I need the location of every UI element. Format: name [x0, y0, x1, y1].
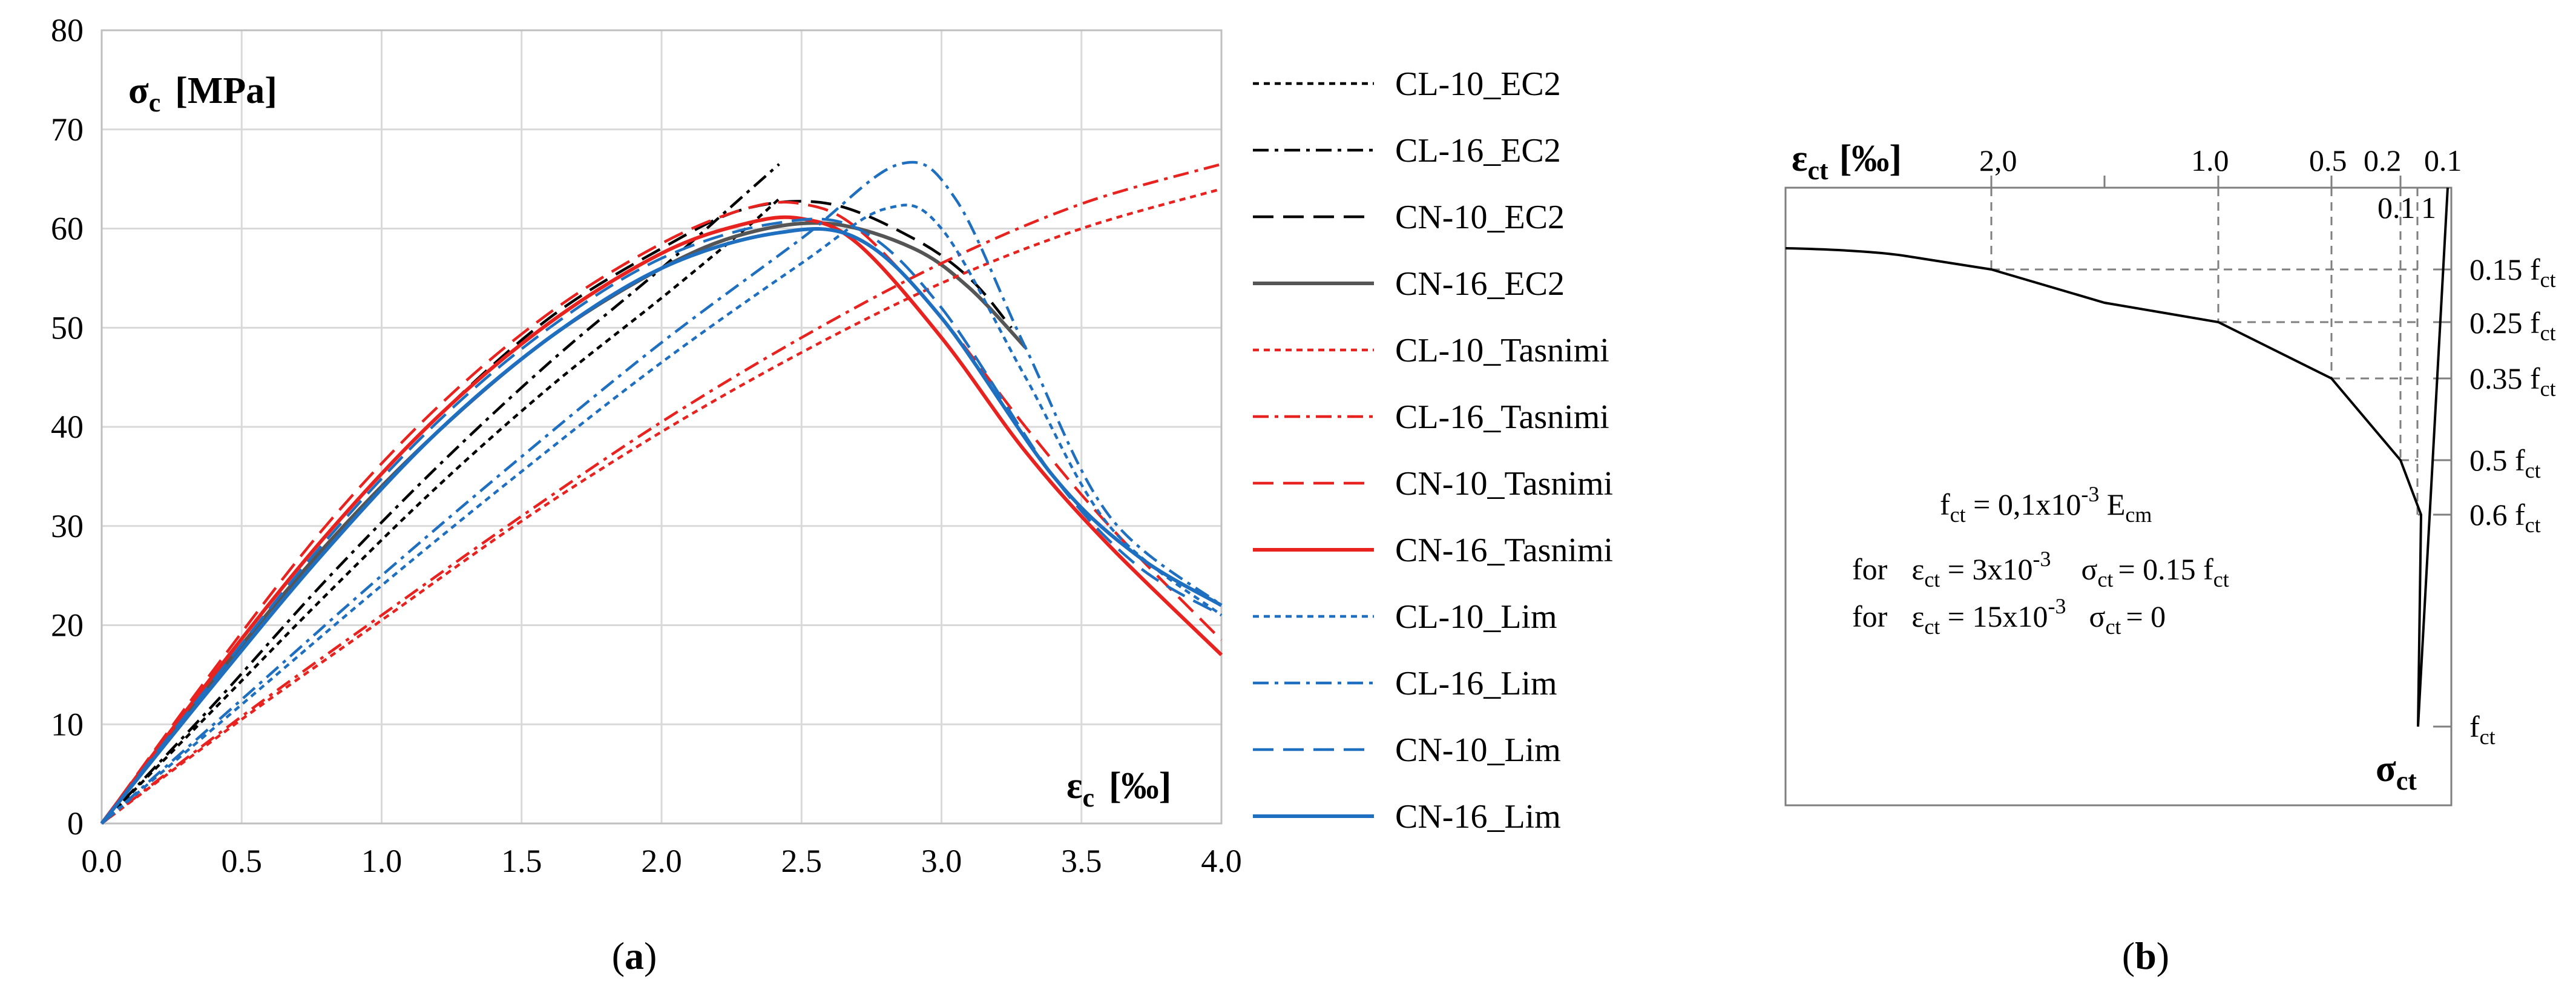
- y-tick-labels: 0 10 20 30 40 50 60 70 80: [51, 12, 84, 842]
- b-inner-tick-extra-1: 1: [2421, 191, 2436, 225]
- series-line-cn-16-tasnimi: [100, 215, 1223, 825]
- series-line-cl-10-tasnimi: [100, 187, 1222, 825]
- panel-b-diagram: εct [‰] 2,0 1.0 0.5 0.2 0.1 0.1 1 0.15 fc…: [1784, 138, 2556, 977]
- x-axis-title: εc [‰]: [1066, 765, 1171, 813]
- legend-label: CL-10_Tasnimi: [1395, 332, 1609, 369]
- b-y-axis-title: σct: [2376, 748, 2417, 796]
- grid: [100, 29, 1223, 825]
- x-tick-label: 3.0: [921, 843, 962, 879]
- series-line-cl-16-lim: [100, 160, 1223, 825]
- series-line-cn-10-lim: [100, 217, 1223, 825]
- legend-label: CN-16_Lim: [1395, 798, 1561, 836]
- b-top-tick-labels: 2,0 1.0 0.5 0.2 0.1 0.1 1: [1979, 144, 2462, 225]
- panel-a-chart: 0.0 0.5 1.0 1.5 2.0 2.5 3.0 3.5 4.0 0 10 20 30 40 50 6…: [51, 12, 1613, 977]
- x-tick-label: 2.5: [781, 843, 823, 879]
- plot-frame: [100, 29, 1223, 825]
- b-right-tick-labels: 0.15 fct 0.25 fct 0.35 fct 0.5 fct 0.6 f…: [2469, 252, 2556, 749]
- legend-label: CN-10_Lim: [1395, 731, 1561, 769]
- b-right-tick-015: 0.15 fct: [2469, 252, 2556, 292]
- series-line-cn-10-ec2: [100, 200, 1013, 825]
- x-tick-labels: 0.0 0.5 1.0 1.5 2.0 2.5 3.0 3.5 4.0: [81, 843, 1242, 879]
- series-line-cl-10-ec2: [100, 197, 780, 825]
- b-inner-tick-0-1: 0.1: [2377, 191, 2416, 225]
- b-right-tick-025: 0.25 fct: [2469, 306, 2556, 345]
- b-top-tick-0-5: 0.5: [2309, 144, 2347, 177]
- legend-label: CL-16_EC2: [1395, 132, 1561, 170]
- tension-softening-curve: [1785, 187, 2449, 727]
- y-tick-label: 30: [51, 508, 84, 544]
- legend-label: CL-16_Tasnimi: [1395, 398, 1609, 436]
- guide-lines: [1990, 188, 2421, 516]
- x-tick-label: 1.0: [361, 843, 402, 879]
- b-top-tick-0-2: 0.2: [2364, 144, 2402, 177]
- b-right-tick-05: 0.5 fct: [2469, 443, 2541, 483]
- b-annotations: fct = 0,1x10-3 Ecm for εct = 3x10-3 σct = 0…: [1852, 482, 2229, 639]
- y-tick-label: 0: [67, 805, 84, 842]
- x-tick-label: 0.5: [222, 843, 263, 879]
- b-right-tick-fct: fct: [2469, 710, 2496, 749]
- series-line-cl-16-ec2: [100, 163, 780, 825]
- legend-label: CL-16_Lim: [1395, 665, 1557, 702]
- x-tick-label: 2.0: [641, 843, 682, 879]
- y-tick-label: 20: [51, 607, 84, 644]
- y-axis-title: σc [MPa]: [128, 70, 277, 117]
- b-top-tick-0-1: 0.1: [2424, 144, 2462, 177]
- top-tick-marks: [1990, 176, 2402, 188]
- legend: CL-10_EC2 CL-16_EC2 CN-10_EC2 CN-16_EC2 CL-1…: [1253, 65, 1613, 836]
- b-top-tick-2-0: 2,0: [1979, 144, 2017, 177]
- series-lines: [100, 160, 1223, 825]
- legend-label: CL-10_Lim: [1395, 598, 1557, 636]
- b-x-axis-title: εct [‰]: [1792, 138, 1902, 185]
- panel-b-label: (b): [2122, 934, 2169, 977]
- legend-label: CN-16_Tasnimi: [1395, 532, 1613, 569]
- annotation-fct-definition: fct = 0,1x10-3 Ecm: [1940, 482, 2152, 527]
- b-right-tick-06: 0.6 fct: [2469, 498, 2541, 537]
- x-tick-label: 3.5: [1061, 843, 1102, 879]
- series-line-cl-16-tasnimi: [100, 162, 1222, 825]
- legend-label: CN-16_EC2: [1395, 265, 1565, 303]
- legend-label: CN-10_Tasnimi: [1395, 465, 1613, 503]
- diagram-frame: [1784, 186, 2453, 807]
- y-tick-label: 60: [51, 211, 84, 247]
- x-tick-label: 1.5: [501, 843, 542, 879]
- x-tick-label: 0.0: [81, 843, 122, 879]
- y-tick-label: 10: [51, 706, 84, 742]
- annotation-strain-3e-3: for εct = 3x10-3 σct = 0.15 fct: [1852, 547, 2229, 592]
- legend-label: CN-10_EC2: [1395, 199, 1565, 236]
- right-tick-marks: [2433, 268, 2451, 728]
- series-line-cn-16-lim: [100, 227, 1223, 825]
- y-tick-label: 50: [51, 309, 84, 346]
- y-tick-label: 70: [51, 111, 84, 148]
- legend-label: CL-10_EC2: [1395, 65, 1561, 103]
- annotation-strain-15e-3: for εct = 15x10-3 σct = 0: [1852, 594, 2166, 639]
- y-tick-label: 40: [51, 409, 84, 445]
- series-line-cl-10-lim: [100, 203, 1223, 825]
- panel-a-label: (a): [612, 934, 657, 977]
- b-top-tick-1-0: 1.0: [2191, 144, 2229, 177]
- y-tick-label: 80: [51, 12, 84, 48]
- series-line-cn-10-tasnimi: [100, 200, 1223, 825]
- x-tick-label: 4.0: [1201, 843, 1242, 879]
- b-right-tick-035: 0.35 fct: [2469, 361, 2556, 401]
